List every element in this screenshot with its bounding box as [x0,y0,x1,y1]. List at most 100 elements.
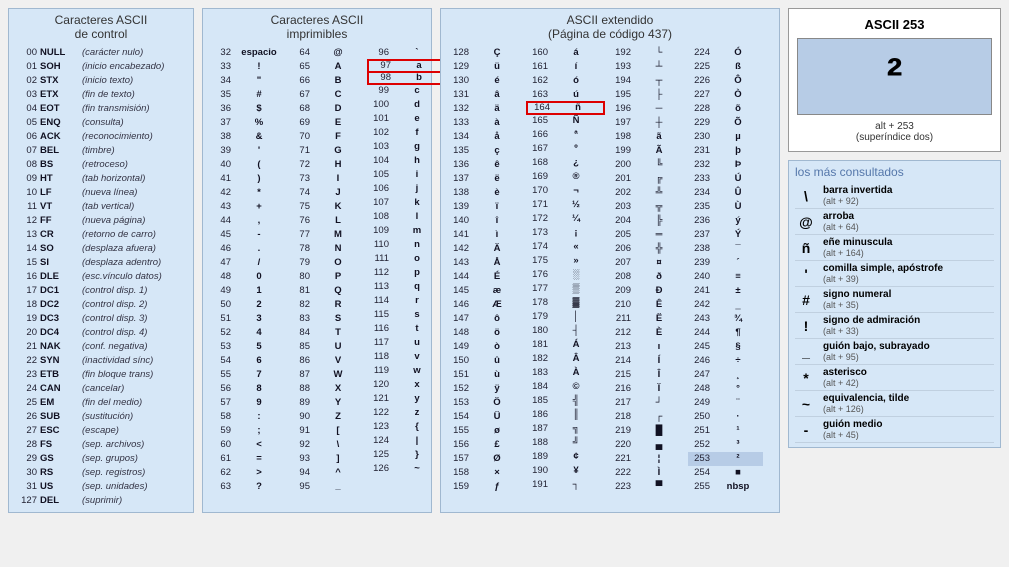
ascii-row[interactable]: 205═ [609,228,684,242]
ascii-row[interactable]: 181Á [526,338,605,352]
ascii-row[interactable]: 208ð [609,270,684,284]
ascii-row[interactable]: 42* [209,186,284,200]
ascii-row[interactable]: 63? [209,480,284,494]
ascii-row[interactable]: 102f [367,126,446,140]
control-row[interactable]: 04EOT(fin transmisión) [15,102,187,116]
ascii-row[interactable]: 47/ [209,256,284,270]
ascii-row[interactable]: 159ƒ [447,480,522,494]
ascii-row[interactable]: 183À [526,366,605,380]
ascii-row[interactable]: 225ß [688,60,763,74]
ascii-row[interactable]: 94^ [288,466,363,480]
ascii-row[interactable]: 524 [209,326,284,340]
ascii-row[interactable]: 64@ [288,46,363,60]
ascii-row[interactable]: 160á [526,46,605,60]
ascii-row[interactable]: 231þ [688,144,763,158]
ascii-row[interactable]: 141ì [447,228,522,242]
ascii-row[interactable]: 215Î [609,368,684,382]
ascii-row[interactable]: 124| [367,434,446,448]
control-row[interactable]: 26SUB(sustitución) [15,410,187,424]
ascii-row[interactable]: 132ä [447,102,522,116]
ascii-row[interactable]: 61= [209,452,284,466]
ascii-row[interactable]: 89Y [288,396,363,410]
ascii-row[interactable]: 191┐ [526,478,605,492]
ascii-row[interactable]: 103g [367,140,446,154]
ascii-row[interactable]: 193┴ [609,60,684,74]
ascii-row[interactable]: 34" [209,74,284,88]
ascii-row[interactable]: 59; [209,424,284,438]
ascii-row[interactable]: 111o [367,252,446,266]
ascii-row[interactable]: 513 [209,312,284,326]
control-row[interactable]: 127DEL(suprimir) [15,494,187,508]
ascii-row[interactable]: 118v [367,350,446,364]
consult-item[interactable]: 'comilla simple, apóstrofe(alt + 39) [795,261,994,287]
ascii-row[interactable]: 232Þ [688,158,763,172]
ascii-row[interactable]: 99c [367,84,446,98]
ascii-row[interactable]: 143Å [447,256,522,270]
ascii-row[interactable]: 162ó [526,74,605,88]
ascii-row[interactable]: 237Ý [688,228,763,242]
ascii-row[interactable]: 131â [447,88,522,102]
ascii-row[interactable]: 91[ [288,424,363,438]
ascii-row[interactable]: 546 [209,354,284,368]
ascii-row[interactable]: 216Ï [609,382,684,396]
ascii-row[interactable]: 164ñ [526,101,605,115]
ascii-row[interactable]: 192└ [609,46,684,60]
ascii-row[interactable]: 207¤ [609,256,684,270]
control-row[interactable]: 24CAN(cancelar) [15,382,187,396]
ascii-row[interactable]: 251¹ [688,424,763,438]
control-row[interactable]: 08BS(retroceso) [15,158,187,172]
ascii-row[interactable]: 93] [288,452,363,466]
ascii-row[interactable]: 43+ [209,200,284,214]
ascii-row[interactable]: 480 [209,270,284,284]
ascii-row[interactable]: 220▄ [609,438,684,452]
ascii-row[interactable]: 114r [367,294,446,308]
ascii-row[interactable]: 152ÿ [447,382,522,396]
control-row[interactable]: 28FS(sep. archivos) [15,438,187,452]
control-row[interactable]: 00NULL(carácter nulo) [15,46,187,60]
consult-item[interactable]: @arroba(alt + 64) [795,209,994,235]
ascii-row[interactable]: 182Â [526,352,605,366]
ascii-row[interactable]: 226Ô [688,74,763,88]
ascii-row[interactable]: 170¬ [526,184,605,198]
control-row[interactable]: 15SI(desplaza adentro) [15,256,187,270]
control-row[interactable]: 23ETB(fin bloque trans) [15,368,187,382]
ascii-row[interactable]: 157Ø [447,452,522,466]
ascii-row[interactable]: 95_ [288,480,363,494]
ascii-row[interactable]: 58: [209,410,284,424]
ascii-row[interactable]: 140î [447,214,522,228]
control-row[interactable]: 17DC1(control disp. 1) [15,284,187,298]
ascii-row[interactable]: 108l [367,210,446,224]
ascii-row[interactable]: 186║ [526,408,605,422]
ascii-row[interactable]: 134å [447,130,522,144]
ascii-row[interactable]: 179│ [526,310,605,324]
control-row[interactable]: 03ETX(fin de texto) [15,88,187,102]
ascii-row[interactable]: 109m [367,224,446,238]
ascii-row[interactable]: 217┘ [609,396,684,410]
control-row[interactable]: 22SYN(inactividad sínc) [15,354,187,368]
ascii-row[interactable]: 173¡ [526,226,605,240]
ascii-row[interactable]: 73I [288,172,363,186]
ascii-row[interactable]: 126~ [367,462,446,476]
ascii-row[interactable]: 195├ [609,88,684,102]
ascii-row[interactable]: 39' [209,144,284,158]
ascii-row[interactable]: 75K [288,200,363,214]
ascii-row[interactable]: 491 [209,284,284,298]
ascii-row[interactable]: 153Ö [447,396,522,410]
ascii-row[interactable]: 199Ã [609,144,684,158]
ascii-row[interactable]: 168¿ [526,156,605,170]
ascii-row[interactable]: 175» [526,254,605,268]
ascii-row[interactable]: 218┌ [609,410,684,424]
ascii-row[interactable]: 174« [526,240,605,254]
ascii-row[interactable]: 62> [209,466,284,480]
ascii-row[interactable]: 100d [367,98,446,112]
ascii-row[interactable]: 77M [288,228,363,242]
ascii-row[interactable]: 185╣ [526,394,605,408]
ascii-row[interactable]: 96` [367,46,446,60]
ascii-row[interactable]: 161í [526,60,605,74]
ascii-row[interactable]: 142Ä [447,242,522,256]
ascii-row[interactable]: 149ò [447,340,522,354]
ascii-row[interactable]: 204╠ [609,214,684,228]
ascii-row[interactable]: 155ø [447,424,522,438]
ascii-row[interactable]: 210Ê [609,298,684,312]
ascii-row[interactable]: 242‗ [688,298,763,312]
